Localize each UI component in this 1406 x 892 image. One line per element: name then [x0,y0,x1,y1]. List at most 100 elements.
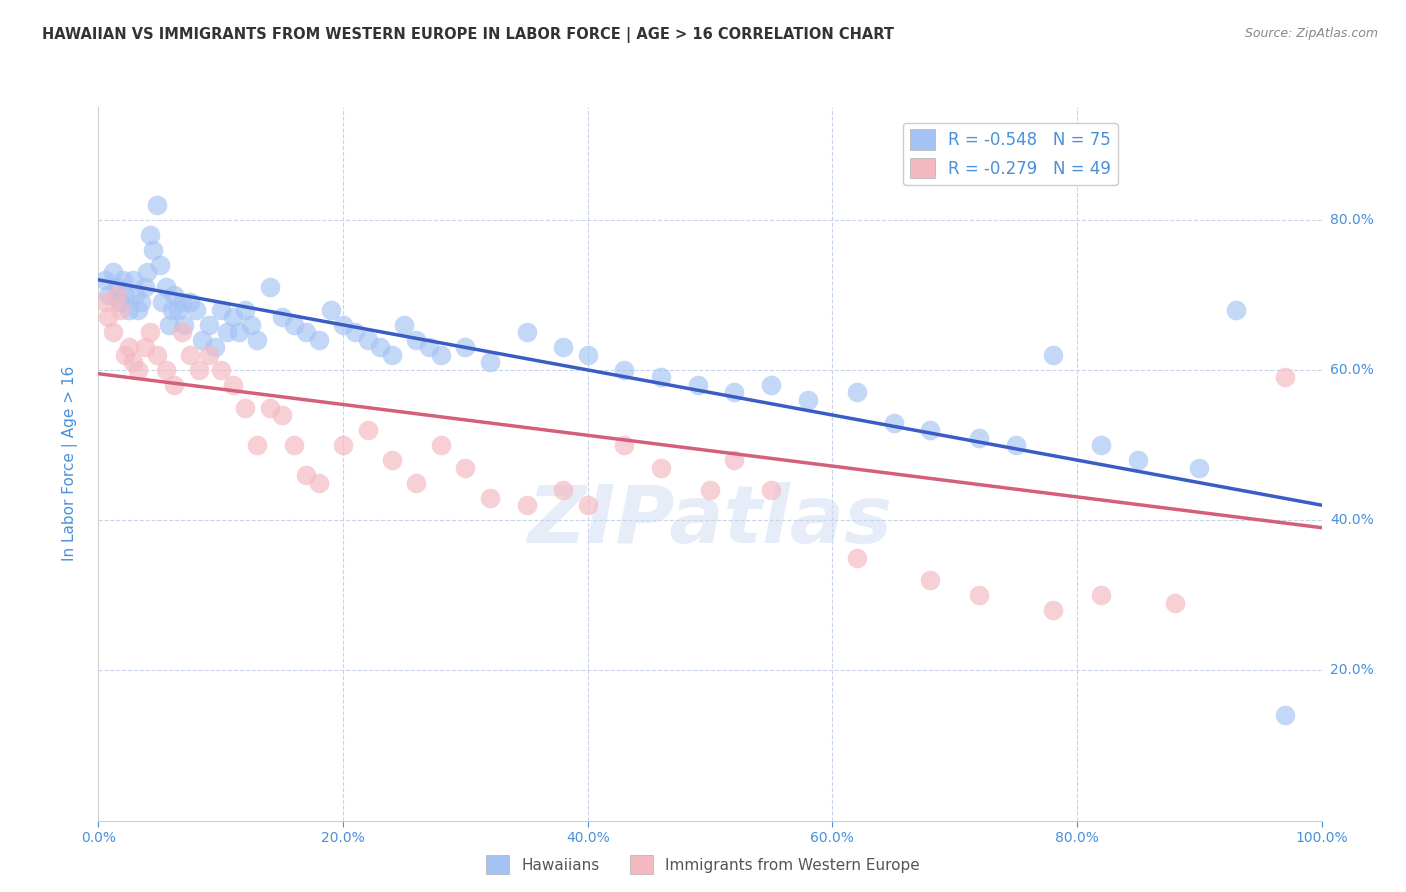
Text: HAWAIIAN VS IMMIGRANTS FROM WESTERN EUROPE IN LABOR FORCE | AGE > 16 CORRELATION: HAWAIIAN VS IMMIGRANTS FROM WESTERN EURO… [42,27,894,43]
Point [127,363,149,377]
Point [149,258,172,272]
Point [1090,438,1112,452]
Point [761,483,783,497]
Point [699,483,721,497]
Point [170,295,193,310]
Point [233,302,256,317]
Point [723,385,745,400]
Text: 20.0%: 20.0% [1330,664,1374,677]
Point [222,378,245,392]
Point [127,302,149,317]
Point [101,326,124,340]
Text: 60.0%: 60.0% [1330,363,1374,377]
Point [155,363,177,377]
Point [686,378,709,392]
Point [121,273,143,287]
Point [129,295,152,310]
Point [246,438,269,452]
Legend: R = -0.548   N = 75, R = -0.279   N = 49: R = -0.548 N = 75, R = -0.279 N = 49 [903,122,1118,185]
Point [173,318,195,332]
Point [209,302,232,317]
Point [967,588,990,602]
Point [97,310,120,325]
Point [381,453,404,467]
Point [1090,588,1112,602]
Point [134,280,156,294]
Point [163,288,186,302]
Point [723,453,745,467]
Point [139,227,162,242]
Point [215,326,238,340]
Point [270,408,294,422]
Point [228,326,250,340]
Point [650,370,672,384]
Point [418,340,440,354]
Point [515,326,537,340]
Point [405,475,427,490]
Point [295,326,318,340]
Point [845,385,868,400]
Point [240,318,263,332]
Point [920,574,942,588]
Point [146,348,169,362]
Point [553,340,575,354]
Point [101,265,124,279]
Point [967,431,990,445]
Point [110,302,132,317]
Point [259,401,281,415]
Point [170,326,193,340]
Point [392,318,416,332]
Point [308,333,330,347]
Point [97,288,120,302]
Point [110,295,132,310]
Point [283,438,305,452]
Point [222,310,245,325]
Point [576,498,599,512]
Point [356,333,378,347]
Point [356,423,378,437]
Point [405,333,427,347]
Point [259,280,281,294]
Point [179,348,201,362]
Y-axis label: In Labor Force | Age > 16: In Labor Force | Age > 16 [62,367,77,561]
Point [204,340,226,354]
Point [186,302,208,317]
Point [163,378,186,392]
Point [515,498,537,512]
Point [121,355,143,369]
Point [454,460,477,475]
Point [270,310,294,325]
Point [478,491,501,505]
Point [114,348,136,362]
Point [332,438,354,452]
Point [1274,370,1296,384]
Point [139,326,162,340]
Point [179,295,201,310]
Point [308,475,330,490]
Text: 80.0%: 80.0% [1330,212,1374,227]
Point [233,401,256,415]
Point [553,483,575,497]
Point [197,348,219,362]
Point [167,302,190,317]
Point [1004,438,1026,452]
Point [118,302,141,317]
Point [93,273,115,287]
Point [1164,596,1187,610]
Point [93,295,115,310]
Point [197,318,219,332]
Point [454,340,477,354]
Text: 40.0%: 40.0% [1330,513,1374,527]
Point [136,265,159,279]
Point [845,550,868,565]
Point [150,295,173,310]
Point [157,318,180,332]
Point [478,355,501,369]
Point [797,392,820,407]
Point [191,333,214,347]
Point [246,333,269,347]
Text: ZIPatlas: ZIPatlas [527,482,893,560]
Point [155,280,177,294]
Point [295,468,318,483]
Point [650,460,672,475]
